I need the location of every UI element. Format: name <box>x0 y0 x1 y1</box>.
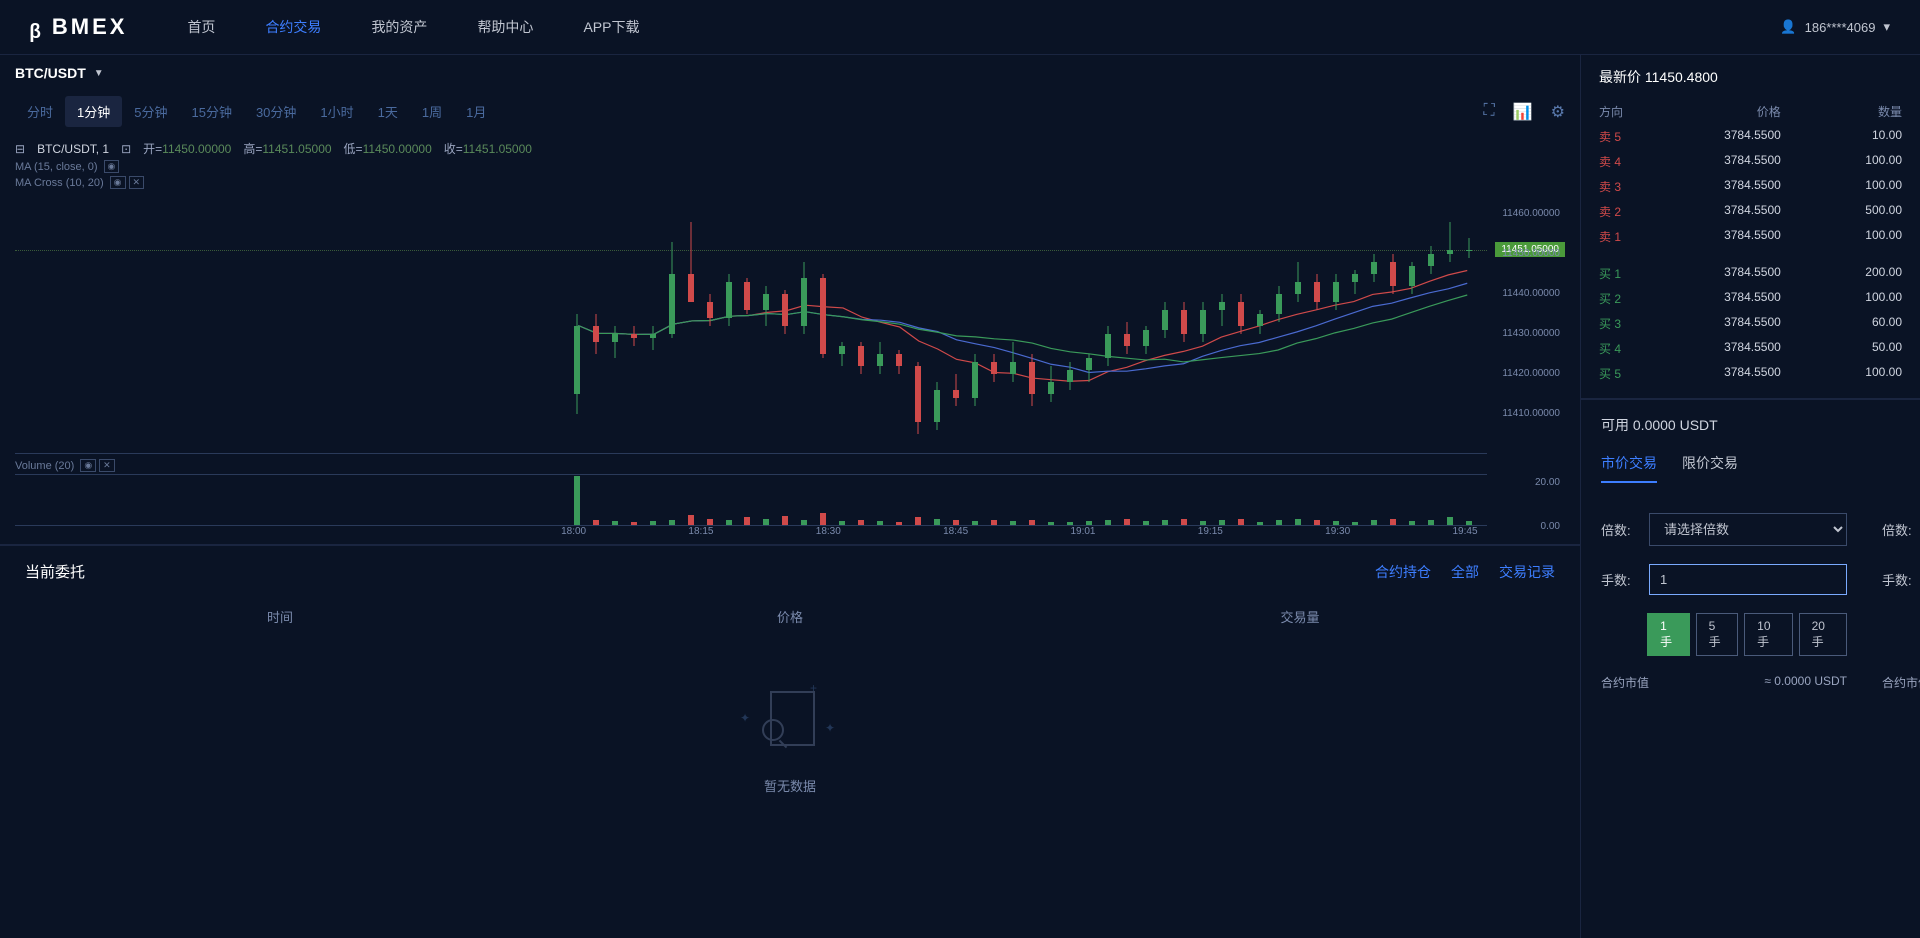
qty-preset-button[interactable]: 1手 <box>1647 613 1690 656</box>
trade-tab[interactable]: 市价交易 <box>1601 453 1657 483</box>
trade-tab[interactable]: 限价交易 <box>1682 453 1738 483</box>
qty-preset-button[interactable]: 5手 <box>1696 613 1739 656</box>
timeframe-item[interactable]: 1周 <box>410 96 454 127</box>
orderbook-row[interactable]: 卖 53784.550010.00 <box>1599 124 1902 149</box>
orderbook-row[interactable]: 买 13784.5500200.00 <box>1599 261 1902 286</box>
empty-icon: + ✦ ✦ <box>740 681 840 751</box>
leverage-select-buy[interactable]: 请选择倍数 <box>1649 513 1847 546</box>
timeframe-item[interactable]: 分时 <box>15 96 65 127</box>
eye-icon[interactable]: ◉ <box>104 160 120 173</box>
chevron-down-icon: ▼ <box>94 68 104 79</box>
logo-text: BMEX <box>52 14 128 40</box>
main-nav: 首页 合约交易 我的资产 帮助中心 APP下载 <box>187 17 639 37</box>
sell-form: 倍数: 请选择倍数 手数: 1手5手10手20手 合约市值 ≈ 0.0000 U… <box>1882 513 1920 691</box>
available-balance: 可用 0.0000 USDT <box>1601 415 1900 453</box>
orders-tab[interactable]: 合约持仓 <box>1375 562 1431 582</box>
nav-item[interactable]: 帮助中心 <box>477 17 533 37</box>
volume-chart[interactable]: Volume (20) ◉✕ 20.000.00 18:0018:1518:30… <box>15 459 1565 544</box>
empty-text: 暂无数据 <box>764 776 816 795</box>
qty-preset-button[interactable]: 20手 <box>1799 613 1847 656</box>
orderbook-row[interactable]: 买 53784.5500100.00 <box>1599 361 1902 386</box>
chart-info: ⊟ BTC/USDT, 1 ⊡ 开=11450.00000 高=11451.05… <box>0 132 1580 189</box>
dropdown-icon[interactable]: ⊡ <box>121 142 131 156</box>
timeframe-item[interactable]: 1月 <box>454 96 498 127</box>
user-icon: 👤 <box>1780 19 1796 35</box>
nav-item[interactable]: 我的资产 <box>371 17 427 37</box>
orderbook: 最新价 11450.4800 方向价格数量 卖 53784.550010.00卖… <box>1581 55 1920 398</box>
orderbook-row[interactable]: 卖 23784.5500500.00 <box>1599 199 1902 224</box>
logo-icon: ᵦ <box>30 11 44 43</box>
buy-form: 倍数: 请选择倍数 手数: 1手5手10手20手 合约市值 ≈ 0.0000 U… <box>1601 513 1847 691</box>
indicators-icon[interactable]: 📊 <box>1513 102 1533 122</box>
header: ᵦ BMEX 首页 合约交易 我的资产 帮助中心 APP下载 👤 186****4069… <box>0 0 1920 55</box>
logo[interactable]: ᵦ BMEX <box>30 11 127 43</box>
timeframe-item[interactable]: 1分钟 <box>65 96 122 127</box>
orderbook-row[interactable]: 买 23784.5500100.00 <box>1599 286 1902 311</box>
orderbook-row[interactable]: 卖 13784.5500100.00 <box>1599 224 1902 249</box>
timeframe-item[interactable]: 15分钟 <box>179 96 243 127</box>
settings-icon[interactable]: ⚙ <box>1551 102 1565 122</box>
orderbook-row[interactable]: 买 33784.550060.00 <box>1599 311 1902 336</box>
eye-icon[interactable]: ◉ <box>110 176 126 189</box>
close-icon[interactable]: ✕ <box>99 459 115 472</box>
empty-state: + ✦ ✦ 暂无数据 <box>25 641 1555 795</box>
timeframe-item[interactable]: 5分钟 <box>122 96 179 127</box>
orderbook-row[interactable]: 卖 33784.5500100.00 <box>1599 174 1902 199</box>
orders-tab[interactable]: 全部 <box>1451 562 1479 582</box>
nav-item[interactable]: 首页 <box>187 17 215 37</box>
orders-title: 当前委托 <box>25 561 85 582</box>
timeframe-item[interactable]: 1天 <box>366 96 410 127</box>
orderbook-row[interactable]: 卖 43784.5500100.00 <box>1599 149 1902 174</box>
nav-item[interactable]: 合约交易 <box>265 17 321 37</box>
symbol-name: BTC/USDT <box>15 65 86 81</box>
compare-icon[interactable]: ⊟ <box>15 142 25 156</box>
price-chart[interactable]: 11451.05000 11460.0000011450.0000011440.… <box>15 194 1565 454</box>
qty-preset-button[interactable]: 10手 <box>1744 613 1792 656</box>
orderbook-row[interactable]: 买 43784.550050.00 <box>1599 336 1902 361</box>
orderbook-title: 最新价 11450.4800 <box>1599 67 1902 99</box>
user-name: 186****4069 <box>1805 20 1876 35</box>
orders-panel: 当前委托 合约持仓全部交易记录 时间价格交易量 + ✦ ✦ 暂无数据 <box>0 544 1580 938</box>
user-menu[interactable]: 👤 186****4069 ▾ <box>1780 19 1890 35</box>
chevron-down-icon: ▾ <box>1883 19 1890 35</box>
symbol-selector[interactable]: BTC/USDT ▼ <box>0 55 1580 91</box>
timeframe-bar: 分时1分钟5分钟15分钟30分钟1小时1天1周1月 ⛶ 📊 ⚙ <box>0 91 1580 132</box>
qty-input-buy[interactable] <box>1649 564 1847 595</box>
trade-panel: 可用 0.0000 USDT 市价交易限价交易 倍数: 请选择倍数 手数: 1手… <box>1581 398 1920 938</box>
close-icon[interactable]: ✕ <box>129 176 145 189</box>
timeframe-item[interactable]: 1小时 <box>308 96 365 127</box>
eye-icon[interactable]: ◉ <box>80 459 96 472</box>
nav-item[interactable]: APP下载 <box>583 17 639 37</box>
fullscreen-icon[interactable]: ⛶ <box>1484 102 1495 122</box>
orders-tab[interactable]: 交易记录 <box>1499 562 1555 582</box>
timeframe-item[interactable]: 30分钟 <box>244 96 308 127</box>
